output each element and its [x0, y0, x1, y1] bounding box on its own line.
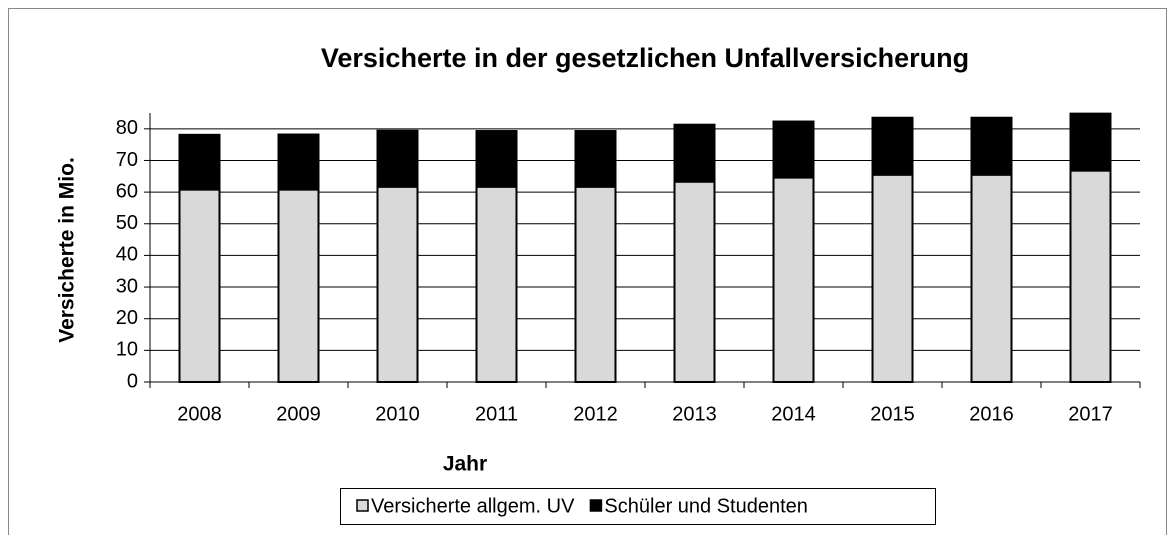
x-tick-label: 2010: [375, 403, 420, 425]
bar-segment: [970, 116, 1013, 176]
bar-segment: [673, 180, 716, 383]
y-tick-label: 80: [116, 117, 138, 139]
bar-segment: [277, 133, 320, 191]
bar-segment: [1069, 112, 1112, 172]
bar-segment: [178, 133, 221, 191]
bar-segment: [376, 129, 419, 188]
y-tick-label: 50: [116, 212, 138, 234]
bar-segment: [871, 116, 914, 176]
x-tick-label: 2008: [177, 403, 222, 425]
legend-label: Schüler und Studenten: [604, 495, 808, 517]
chart-title: Versicherte in der gesetzlichen Unfallve…: [321, 43, 969, 73]
legend-swatch: [589, 499, 603, 512]
y-tick-label: 60: [116, 180, 138, 202]
legend-box: [340, 488, 936, 525]
bar-segment: [475, 185, 518, 383]
bar-segment: [772, 120, 815, 179]
y-tick-label: 40: [116, 244, 138, 266]
y-axis-title: Versicherte in Mio.: [56, 157, 79, 343]
bar-segment: [871, 173, 914, 383]
y-tick-label: 20: [116, 307, 138, 329]
bar-segment: [178, 188, 221, 383]
bar-segment: [1069, 169, 1112, 383]
bar-segment: [772, 176, 815, 383]
y-tick-label: 70: [116, 149, 138, 171]
y-tick-label: 30: [116, 275, 138, 297]
x-axis-title: Jahr: [443, 453, 487, 476]
x-tick-label: 2009: [276, 403, 321, 425]
chart-border: [8, 8, 1167, 535]
bar-segment: [376, 185, 419, 383]
legend-label: Versicherte allgem. UV: [371, 495, 575, 517]
bar-segment: [574, 130, 617, 188]
x-tick-label: 2017: [1068, 403, 1113, 425]
x-tick-label: 2016: [969, 403, 1014, 425]
bar-segment: [475, 130, 518, 188]
bar-segment: [277, 188, 320, 383]
legend: [340, 488, 936, 525]
bar-segment: [970, 173, 1013, 383]
y-tick-label: 0: [127, 370, 138, 392]
x-tick-label: 2014: [771, 403, 816, 425]
x-tick-label: 2011: [475, 403, 518, 425]
x-tick-label: 2015: [870, 403, 915, 425]
legend-swatch: [356, 499, 369, 512]
bar-segment: [673, 123, 716, 183]
bar-segment: [574, 185, 617, 383]
y-tick-label: 10: [116, 339, 138, 361]
x-tick-label: 2012: [573, 403, 618, 425]
x-tick-label: 2013: [672, 403, 717, 425]
